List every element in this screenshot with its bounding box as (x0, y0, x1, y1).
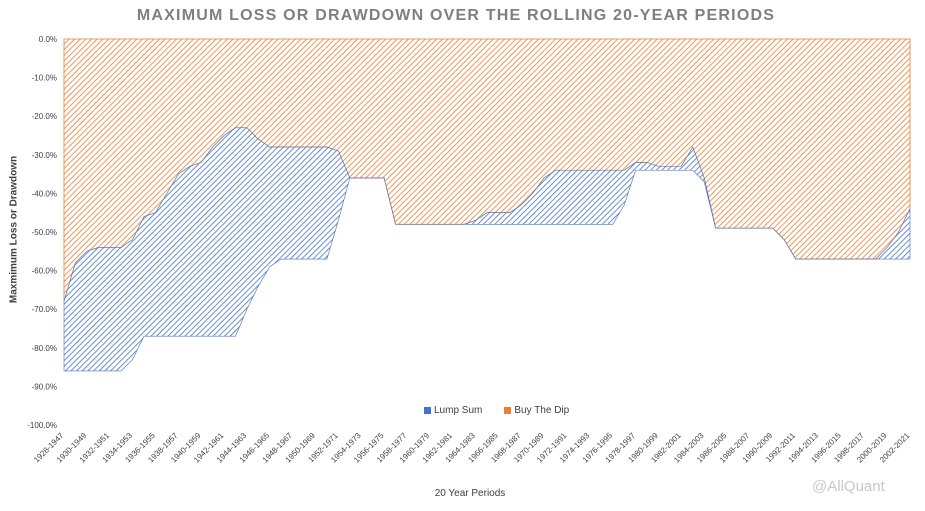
y-tick-label: -100.0% (27, 421, 57, 430)
legend-swatch-lump-sum (424, 407, 431, 414)
y-tick-label: -60.0% (32, 267, 57, 276)
chart-title: MAXIMUM LOSS OR DRAWDOWN OVER THE ROLLIN… (136, 7, 776, 24)
legend-label-buy-the-dip: Buy The Dip (514, 405, 570, 416)
legend-swatch-buy-the-dip (504, 407, 512, 414)
y-tick-label: -30.0% (32, 151, 57, 160)
legend-item-buy-the-dip: Buy The Dip (504, 405, 569, 416)
y-tick-label: -20.0% (32, 112, 57, 121)
y-tick-label: -10.0% (32, 74, 57, 83)
y-tick-label: -90.0% (32, 382, 57, 391)
legend: Lump Sum Buy The Dip (424, 405, 569, 416)
y-tick-label: -70.0% (32, 305, 57, 314)
lump-sum-area (63, 127, 911, 372)
y-tick-label: -50.0% (32, 228, 57, 237)
legend-item-lump-sum: Lump Sum (424, 405, 482, 416)
x-axis-title: 20 Year Periods (434, 488, 506, 499)
legend-label-lump-sum: Lump Sum (434, 405, 483, 416)
watermark: @AllQuant (812, 478, 885, 495)
y-tick-label: -40.0% (32, 189, 57, 198)
y-tick-label: -80.0% (32, 344, 57, 353)
y-axis-title: Maxmimum Loss or Drawdown (8, 155, 20, 304)
y-tick-label: 0.0% (39, 35, 57, 44)
